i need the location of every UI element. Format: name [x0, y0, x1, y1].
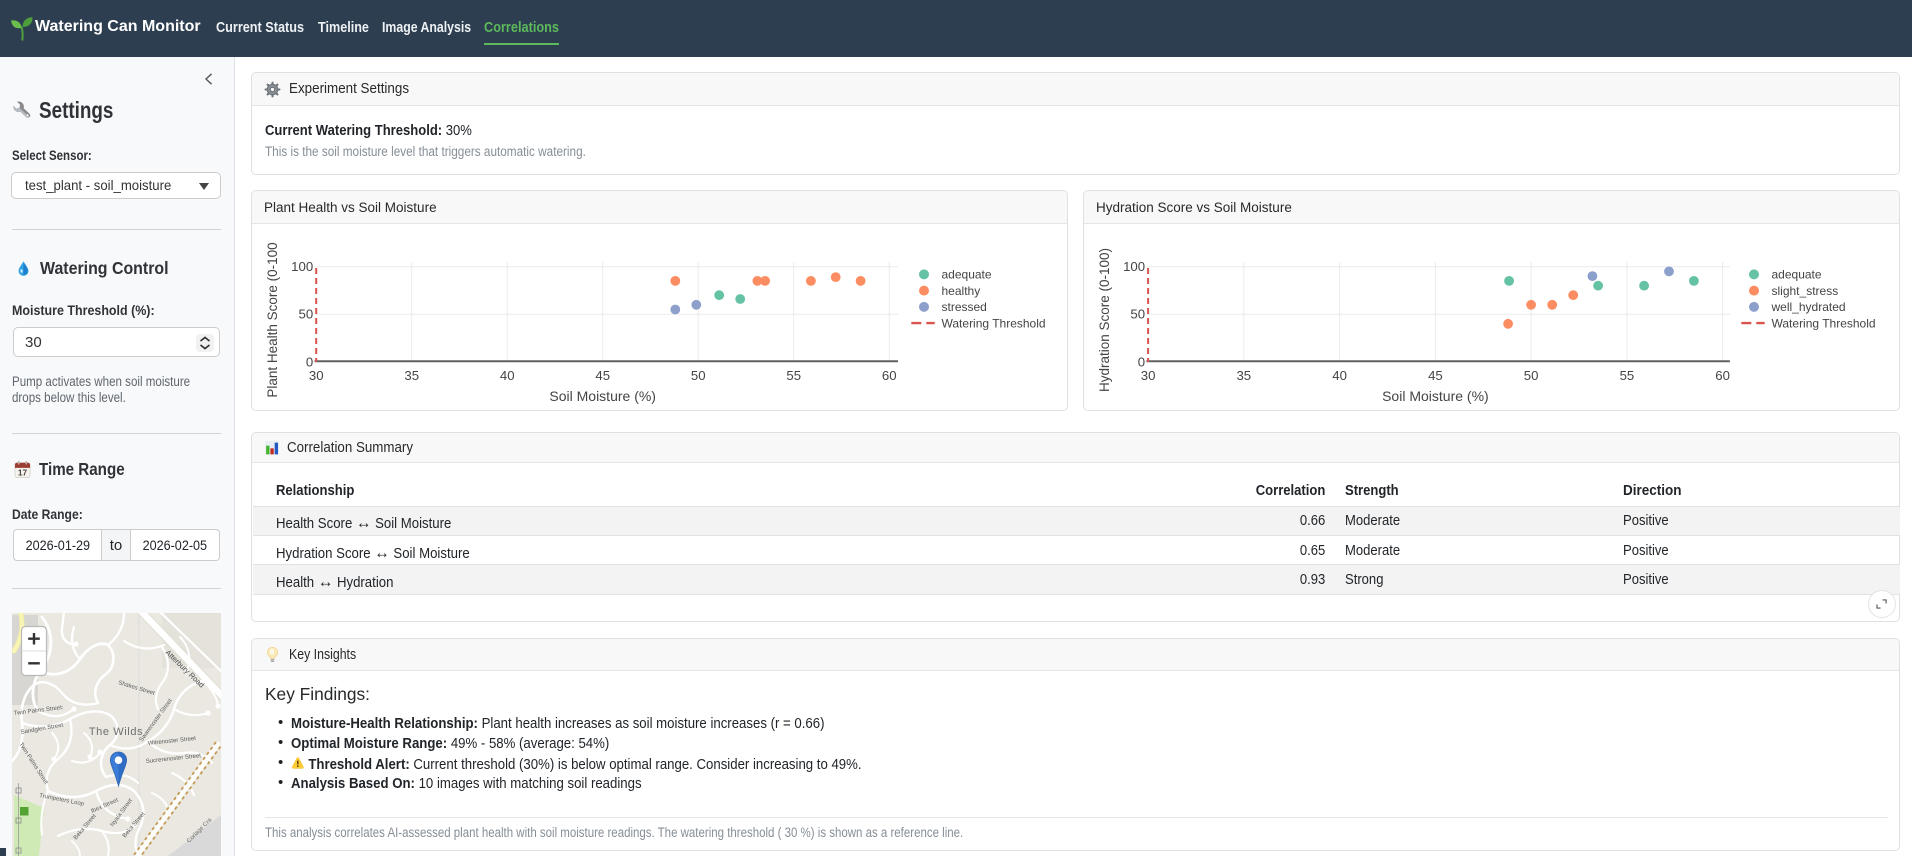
svg-text:50: 50	[1130, 307, 1145, 322]
svg-text:slight_stress: slight_stress	[1772, 284, 1839, 298]
svg-text:adequate: adequate	[1772, 268, 1822, 282]
svg-text:40: 40	[1332, 368, 1347, 383]
svg-text:45: 45	[1428, 368, 1443, 383]
svg-text:30: 30	[1141, 368, 1156, 383]
svg-text:60: 60	[882, 368, 897, 383]
svg-text:Hydration Score (0-100): Hydration Score (0-100)	[1097, 248, 1112, 392]
svg-text:0: 0	[1138, 354, 1145, 369]
svg-text:The Wilds: The Wilds	[89, 726, 143, 738]
svg-text:Watering Threshold: Watering Threshold	[942, 316, 1046, 330]
svg-text:60: 60	[1715, 368, 1730, 383]
svg-text:healthy: healthy	[942, 284, 981, 298]
svg-text:45: 45	[595, 368, 610, 383]
svg-text:100: 100	[291, 259, 313, 274]
svg-text:40: 40	[500, 368, 515, 383]
svg-text:Soil Moisture (%): Soil Moisture (%)	[549, 388, 656, 404]
svg-text:35: 35	[1236, 368, 1251, 383]
svg-text:50: 50	[299, 307, 314, 322]
svg-text:Watering Threshold: Watering Threshold	[1772, 316, 1876, 330]
svg-text:55: 55	[786, 368, 801, 383]
svg-text:Witrenoster Street: Witrenoster Street	[148, 736, 197, 747]
svg-text:Sucrerenoster Street: Sucrerenoster Street	[146, 753, 202, 765]
svg-text:17: 17	[18, 467, 28, 477]
svg-text:55: 55	[1620, 368, 1635, 383]
svg-text:Plant Health Score (0-100: Plant Health Score (0-100	[265, 242, 280, 397]
svg-text:100: 100	[1123, 259, 1145, 274]
svg-text:35: 35	[404, 368, 419, 383]
svg-text:0: 0	[306, 354, 313, 369]
svg-text:50: 50	[1524, 368, 1539, 383]
svg-text:adequate: adequate	[942, 268, 992, 282]
svg-text:well_hydrated: well_hydrated	[1771, 300, 1846, 314]
svg-text:50: 50	[691, 368, 706, 383]
svg-text:Soil Moisture (%): Soil Moisture (%)	[1382, 388, 1489, 404]
svg-text:30: 30	[309, 368, 324, 383]
svg-text:stressed: stressed	[942, 300, 987, 314]
